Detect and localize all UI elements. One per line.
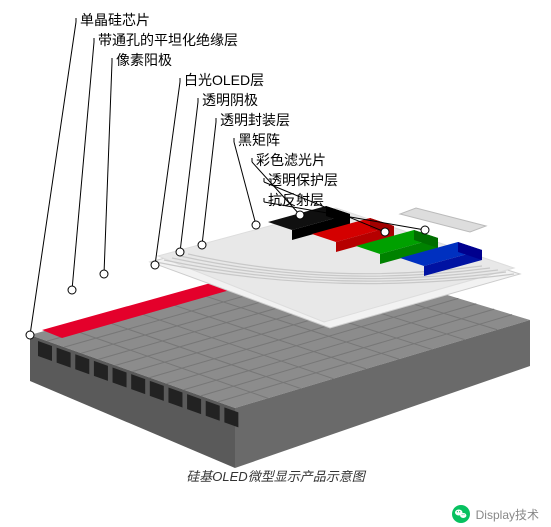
layer-label-2: 像素阳极 — [116, 50, 172, 70]
figure-caption: 硅基OLED微型显示产品示意图 — [0, 466, 551, 485]
layer-label-9: 抗反射层 — [268, 190, 324, 210]
layer-label-5: 透明封装层 — [220, 110, 290, 130]
layer-label-7: 彩色滤光片 — [256, 150, 326, 170]
wechat-icon — [452, 505, 470, 523]
diagram-area — [0, 0, 551, 470]
layer-label-8: 透明保护层 — [268, 170, 338, 190]
footer-text: Display技术 — [476, 506, 539, 523]
footer: Display技术 — [452, 505, 539, 523]
layer-label-3: 白光OLED层 — [184, 70, 264, 90]
layer-label-1: 带通孔的平坦化绝缘层 — [98, 30, 238, 50]
layer-label-0: 单晶硅芯片 — [80, 10, 150, 30]
layer-label-6: 黑矩阵 — [238, 130, 280, 150]
layer-label-4: 透明阴极 — [202, 90, 258, 110]
oled-structure-svg — [0, 0, 551, 470]
